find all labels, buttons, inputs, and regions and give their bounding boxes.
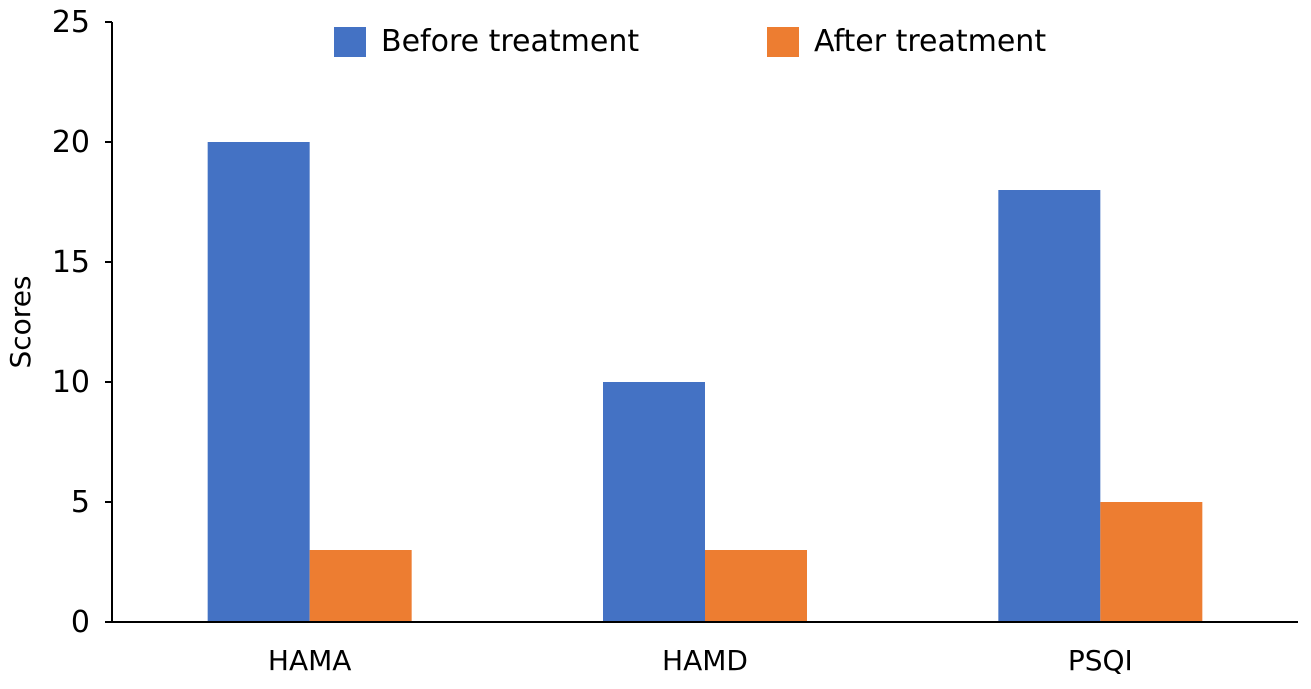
- y-tick-label: 20: [52, 125, 90, 160]
- y-tick-label: 10: [52, 365, 90, 400]
- bars: [207, 142, 1203, 622]
- x-category-label: HAMA: [268, 644, 352, 677]
- y-axis-title: Scores: [4, 275, 37, 368]
- y-tick-label: 0: [71, 605, 90, 640]
- y-tick-label: 15: [52, 245, 90, 280]
- legend-label: After treatment: [814, 24, 1046, 59]
- legend-label: Before treatment: [381, 24, 639, 59]
- bar-psqi-before: [998, 190, 1101, 622]
- legend: Before treatment After treatment: [334, 24, 1046, 59]
- y-tick-label: 25: [52, 5, 90, 40]
- legend-swatch: [767, 27, 799, 57]
- legend-swatch: [334, 27, 366, 57]
- bar-hamd-after: [705, 550, 807, 622]
- x-category-label: HAMD: [662, 644, 748, 677]
- bar-hama-before: [207, 142, 310, 622]
- y-tick-label: 5: [71, 485, 90, 520]
- x-category-label: PSQI: [1068, 644, 1133, 677]
- y-axis: 0 5 10 15 20 25: [52, 5, 113, 640]
- x-axis: HAMA HAMD PSQI: [112, 621, 1298, 677]
- bar-hamd-before: [603, 382, 705, 622]
- bar-psqi-after: [1100, 502, 1203, 622]
- bar-hama-after: [309, 550, 412, 622]
